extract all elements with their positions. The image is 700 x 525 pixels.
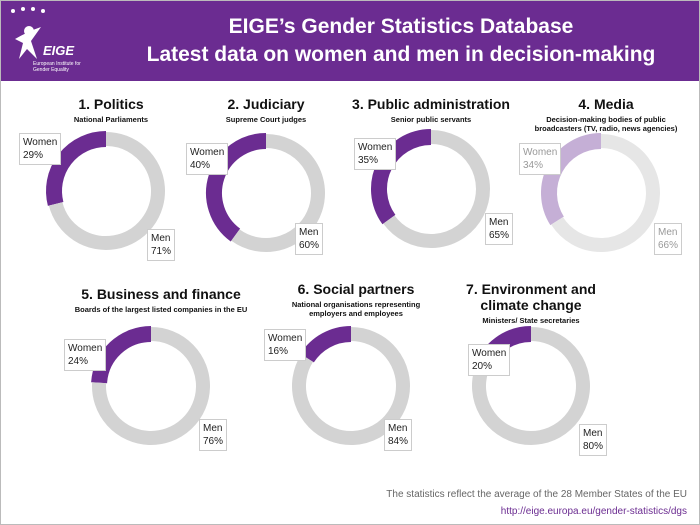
chart-subtitle: Senior public servants: [390, 115, 472, 124]
chart-subtitle: Supreme Court judges: [225, 115, 307, 124]
segment-label: Men 76%: [199, 419, 228, 451]
segment-value: 34%: [523, 160, 544, 171]
segment-name: Men: [151, 233, 171, 244]
chart-title: 6. Social partners National organisations…: [276, 281, 436, 318]
segment-name: Men: [583, 428, 603, 439]
logo-text: EIGE: [43, 43, 74, 58]
segment-name: Women: [358, 142, 393, 153]
segment-label: Men 84%: [384, 419, 413, 451]
chart-title-text: 2. Judiciary: [227, 96, 305, 112]
segment-label: Women 24%: [64, 339, 107, 371]
segment-value: 84%: [388, 436, 409, 447]
segment-name: Women: [268, 333, 303, 344]
chart-title: 2. Judiciary Supreme Court judges: [196, 96, 336, 124]
donut-segment: [551, 134, 660, 252]
chart-subtitle: National Parliaments: [73, 115, 149, 124]
segment-name: Women: [23, 137, 58, 148]
segment-name: Women: [523, 147, 558, 158]
segment-label: Women 16%: [264, 329, 307, 361]
segment-value: 35%: [358, 155, 379, 166]
donut-segment: [91, 326, 152, 384]
chart-title: 7. Environment and climate change Ministe…: [456, 281, 606, 325]
segment-name: Women: [472, 348, 507, 359]
chart-title: 3. Public administration Senior public se…: [341, 96, 521, 124]
donut-segment: [472, 327, 590, 445]
logo: EIGE: [11, 7, 74, 59]
donut-segment: [383, 130, 490, 248]
chart-subtitle: Ministers/ State secretaries: [482, 316, 580, 325]
segment-label: Men 66%: [654, 223, 683, 255]
segment-value: 76%: [203, 436, 224, 447]
footer-note: The statistics reflect the average of th…: [386, 489, 687, 500]
segment-name: Men: [489, 217, 509, 228]
donut-segment: [292, 327, 410, 445]
segment-label: Women 20%: [468, 344, 511, 376]
donut-segment: [48, 132, 165, 250]
segment-value: 65%: [489, 230, 510, 241]
segment-value: 60%: [299, 240, 320, 251]
segment-label: Men 71%: [147, 229, 176, 261]
segment-value: 24%: [68, 356, 89, 367]
main-title: EIGE’s Gender Statistics Database: [228, 15, 574, 38]
donut-segment: [231, 134, 325, 252]
segment-value: 16%: [268, 346, 289, 357]
chart-title-text: 1. Politics: [78, 96, 144, 112]
donut-segment: [46, 131, 107, 206]
donut-segment: [92, 327, 210, 445]
stars: [11, 7, 45, 13]
chart-title-text: 4. Media: [578, 96, 634, 112]
segment-label: Men 60%: [295, 223, 324, 255]
segment-value: 20%: [472, 361, 493, 372]
logo-subtitle: European Institute for Gender Equality: [33, 61, 81, 73]
chart-subtitle: Decision-making bodies of public broadca…: [534, 115, 678, 133]
donut-segment: [300, 326, 352, 363]
segment-label: Women 29%: [19, 133, 62, 165]
header: EIGE European Institute for Gender Equal…: [1, 1, 699, 81]
segment-value: 29%: [23, 150, 44, 161]
chart-title-text: 5. Business and finance: [81, 286, 241, 302]
chart-title-text: 7. Environment and climate change: [466, 281, 596, 313]
segment-label: Women 35%: [354, 138, 397, 170]
segment-name: Men: [658, 227, 678, 238]
footer-link[interactable]: http://eige.europa.eu/gender-statistics/…: [500, 506, 687, 517]
chart-title-text: 3. Public administration: [352, 96, 510, 112]
chart-title: 5. Business and finance Boards of the lar…: [71, 286, 251, 314]
segment-value: 71%: [151, 246, 172, 257]
segment-value: 40%: [190, 160, 211, 171]
segment-name: Men: [388, 423, 408, 434]
segment-name: Men: [299, 227, 319, 238]
segment-value: 80%: [583, 441, 604, 452]
segment-name: Women: [68, 343, 103, 354]
chart-title: 1. Politics National Parliaments: [31, 96, 191, 124]
chart-subtitle: Boards of the largest listed companies i…: [74, 305, 248, 314]
segment-label: Women 40%: [186, 143, 229, 175]
segment-name: Women: [190, 147, 225, 158]
donut-segment: [206, 133, 267, 242]
chart-subtitle: National organisations representing empl…: [291, 300, 421, 318]
main-subtitle: Latest data on women and men in decision…: [146, 43, 656, 66]
segment-label: Men 80%: [579, 424, 608, 456]
segment-label: Women 34%: [519, 143, 562, 175]
chart-title-text: 6. Social partners: [297, 281, 415, 297]
segment-label: Men 65%: [485, 213, 514, 245]
chart-title: 4. Media Decision-making bodies of public…: [526, 96, 686, 133]
segment-name: Men: [203, 423, 223, 434]
segment-value: 66%: [658, 240, 679, 251]
